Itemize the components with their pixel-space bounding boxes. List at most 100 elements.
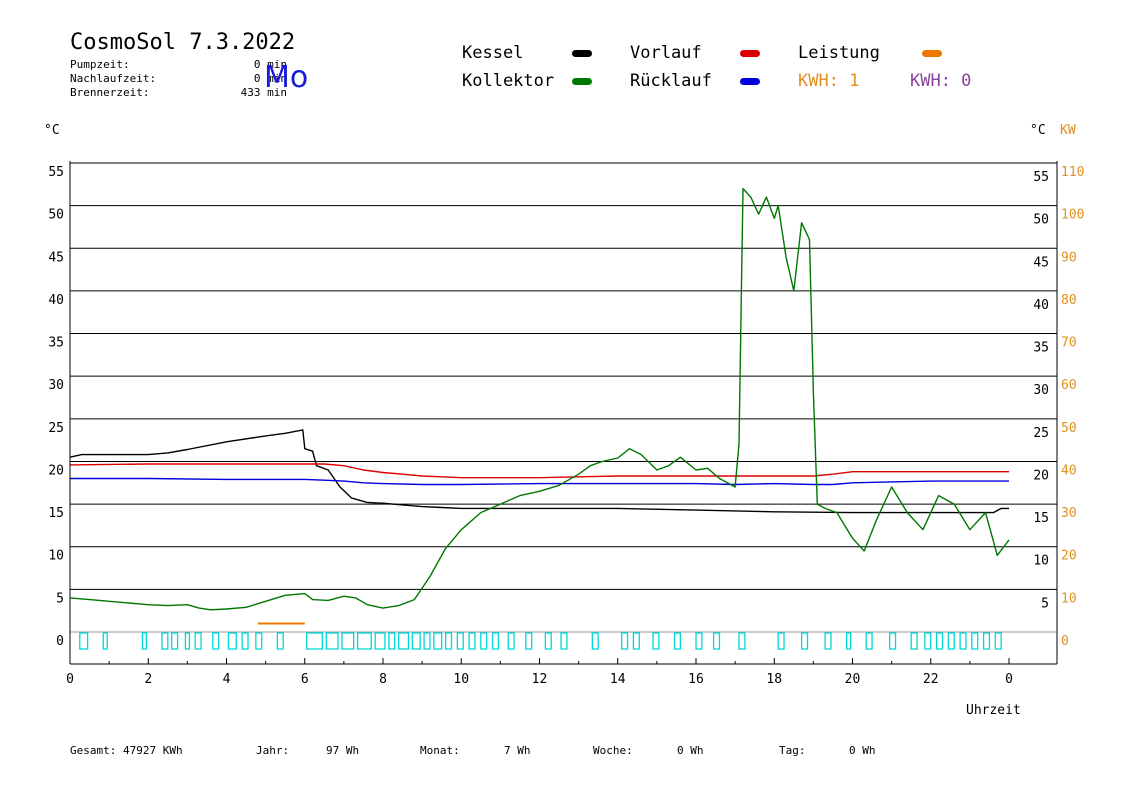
pump-pulse xyxy=(865,632,873,650)
pump-pulse xyxy=(910,632,918,650)
x-tick-label: 14 xyxy=(610,672,626,687)
y-tick-label-right: 30 xyxy=(1033,383,1049,398)
kw-tick-label: 40 xyxy=(1061,463,1077,478)
kw-tick-label: 110 xyxy=(1061,165,1084,180)
y-tick-label-right: 15 xyxy=(1033,511,1049,526)
y-tick-label-right: 55 xyxy=(1033,170,1049,185)
x-tick-label: 22 xyxy=(923,672,939,687)
legend-swatch-vorlauf xyxy=(740,50,760,57)
x-tick-label: 20 xyxy=(845,672,861,687)
pump-pulse xyxy=(480,632,488,650)
pump-pulse xyxy=(397,632,410,650)
pump-pulse xyxy=(444,632,453,650)
pump-pulse xyxy=(652,632,660,650)
y-tick-label-left: 10 xyxy=(48,549,64,564)
pump-pulse xyxy=(695,632,703,650)
x-tick-label: 0 xyxy=(1005,672,1013,687)
x-tick-label: 6 xyxy=(301,672,309,687)
x-tick-label: 0 xyxy=(66,672,74,687)
stat-value: 433 min xyxy=(240,86,287,99)
kw-tick-label: 100 xyxy=(1061,208,1084,223)
legend-kessel: Kessel xyxy=(462,43,524,63)
kw-tick-label: 50 xyxy=(1061,421,1077,436)
y-tick-label-right: 20 xyxy=(1033,468,1049,483)
footer-woche: Woche: xyxy=(593,744,633,757)
footer-jahr-value: 97 Wh xyxy=(326,744,360,757)
pump-pulse xyxy=(276,632,284,650)
pump-pulse xyxy=(845,632,852,650)
pump-pulse xyxy=(712,632,721,650)
x-tick-label: 4 xyxy=(223,672,231,687)
x-tick-label: 18 xyxy=(766,672,782,687)
pump-pulse xyxy=(325,632,339,650)
pump-pulse xyxy=(102,632,108,650)
x-tick-label: 2 xyxy=(144,672,152,687)
y-tick-label-left: 45 xyxy=(48,250,64,265)
pump-pulse xyxy=(79,632,89,650)
footer-label: Jahr: xyxy=(256,744,290,757)
pump-pulse xyxy=(161,632,169,650)
axis-labels: 0 2 4 6 8 10 12 14 16 18 20 22 005101520253035404550… xyxy=(44,123,1084,718)
kw-tick-label: 80 xyxy=(1061,293,1077,308)
stat-value: 0 min xyxy=(253,72,287,85)
pump-pulse xyxy=(241,632,249,650)
footer-tag: Tag: xyxy=(779,744,806,757)
y-tick-label-right: 40 xyxy=(1033,298,1049,313)
pump-pulse xyxy=(632,632,640,650)
footer-woche-value: 0 Wh xyxy=(677,744,704,757)
pump-pulse xyxy=(456,632,464,650)
series-kessel xyxy=(69,429,1009,514)
pump-pulse xyxy=(591,632,599,650)
kw-tick-label: 10 xyxy=(1061,591,1077,606)
pump-pulse xyxy=(525,632,533,650)
legend-kwh-0: KWH: 0 xyxy=(910,71,972,91)
series-kollektor xyxy=(69,187,1010,611)
pump-pulse xyxy=(544,632,552,650)
y-tick-label-left: 20 xyxy=(48,463,64,478)
series-vorlauf xyxy=(69,463,1009,479)
legend-swatch-leistung xyxy=(922,50,942,57)
pump-pulse xyxy=(935,632,944,650)
y-tick-label-right: 10 xyxy=(1033,554,1049,569)
pump-pulse xyxy=(738,632,746,650)
legend-leistung: Leistung xyxy=(798,43,880,63)
pump-pulse xyxy=(423,632,431,650)
x-tick-label: 8 xyxy=(379,672,387,687)
pump-pulse xyxy=(341,632,355,650)
stat-value: 0 min xyxy=(253,58,287,71)
footer-monat: Monat: xyxy=(420,744,460,757)
x-tick-label: 12 xyxy=(532,672,548,687)
pump-pulse xyxy=(800,632,809,650)
pump-pulse xyxy=(184,632,191,650)
pump-pulse xyxy=(171,632,179,650)
pump-pulse xyxy=(824,632,832,650)
y-axis-title-left: °C xyxy=(44,123,60,138)
pump-pulses xyxy=(79,632,1002,650)
legend-swatch-kollektor xyxy=(572,78,592,85)
pump-pulse xyxy=(994,632,1002,650)
page-title: CosmoSol 7.3.2022 xyxy=(70,30,296,55)
pump-pulse xyxy=(491,632,500,650)
y-tick-label-left: 25 xyxy=(48,421,64,436)
pump-pulse xyxy=(982,632,991,650)
kw-tick-label: 0 xyxy=(1061,634,1069,649)
footer-tag-value: 0 Wh xyxy=(849,744,876,757)
stat-label: Pumpzeit: xyxy=(70,58,130,71)
pump-pulse xyxy=(141,632,148,650)
pump-pulse xyxy=(356,632,372,650)
grid-lines xyxy=(70,162,1057,633)
pump-pulse xyxy=(507,632,515,650)
kw-tick-label: 70 xyxy=(1061,336,1077,351)
y-axis-title-right: °C xyxy=(1030,123,1046,138)
stat-brennerzeit: Brennerzeit: 433 min xyxy=(70,86,287,99)
legend-vorlauf: Vorlauf xyxy=(630,43,702,63)
stat-nachlaufzeit: Nachlaufzeit: 0 min xyxy=(70,72,287,85)
y-tick-label-right: 5 xyxy=(1041,596,1049,611)
x-tick-label: 16 xyxy=(688,672,704,687)
pump-pulse xyxy=(411,632,421,650)
footer-jahr: Jahr: xyxy=(256,744,289,757)
axes xyxy=(69,161,1058,665)
y-tick-label-right: 25 xyxy=(1033,426,1049,441)
footer-gesamt: Gesamt: 47927 KWh xyxy=(70,744,183,757)
